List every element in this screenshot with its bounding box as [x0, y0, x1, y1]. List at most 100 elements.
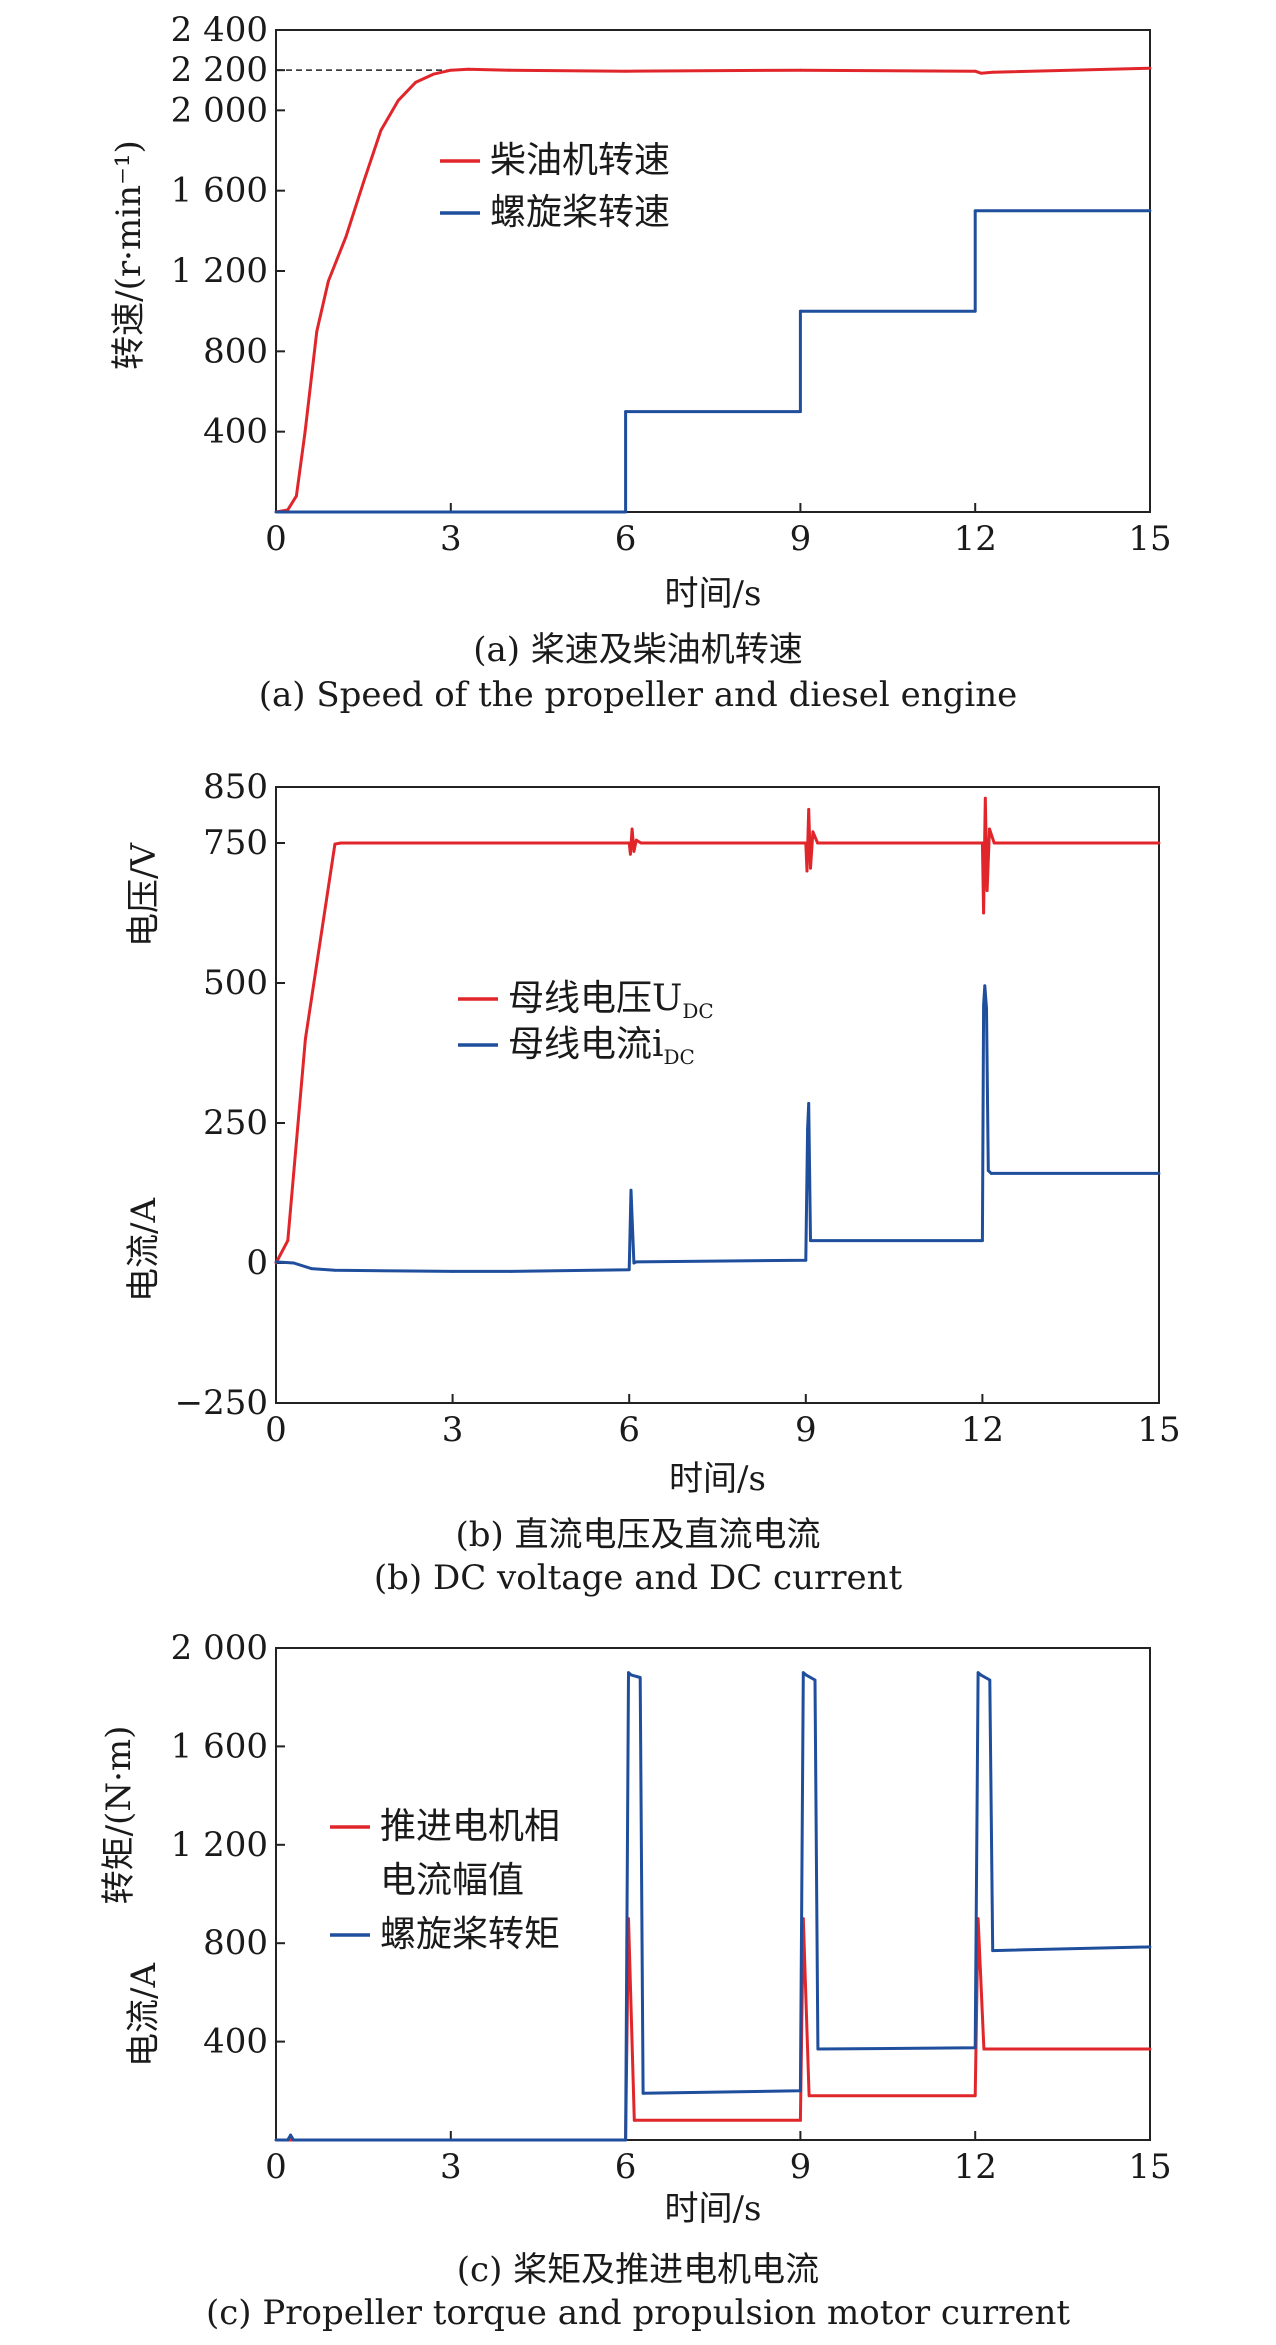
- panel-b-series-red-point: [804, 841, 808, 845]
- panel-b-series-blue-point: [634, 1260, 638, 1264]
- panel-c-series-blue-point: [292, 2138, 295, 2142]
- panel-c-xtick-label: 3: [440, 2147, 462, 2187]
- panel-b-series-red-point: [805, 869, 809, 873]
- panel-b-series-red-point: [988, 827, 991, 831]
- panel-b-xlabel: 时间/s: [669, 1459, 766, 1499]
- panel-c-series-red-point: [632, 2118, 636, 2122]
- caption-a-cn: (a) 桨速及柴油机转速: [473, 630, 803, 670]
- panel-c-ytick-label: 2 000: [171, 1628, 268, 1668]
- panel-b-legend-label: 母线电压UDC: [508, 978, 714, 1023]
- panel-b-series-blue-point: [981, 1239, 984, 1242]
- panel-a-series-red-point: [991, 70, 995, 74]
- panel-a-series-blue-point: [973, 309, 977, 313]
- panel-b-ytick-label: 500: [203, 963, 268, 1003]
- panel-b-series-blue-point: [804, 1258, 808, 1262]
- caption-c-cn: (c) 桨矩及推进电机电流: [456, 2250, 820, 2290]
- panel-b-series-red-point: [304, 1037, 307, 1041]
- panel-b-series-blue-point: [510, 1270, 513, 1273]
- panel-c-ylabel-bottom: 电流/A: [124, 1963, 164, 2067]
- panel-a-series-blue-line: [276, 209, 1150, 514]
- panel-a-series-blue-point: [274, 510, 278, 514]
- panel-b-ytick-label: 0: [246, 1243, 268, 1283]
- panel-b-series-blue-point: [309, 1267, 313, 1270]
- panel-b-xtick-label: 12: [961, 1410, 1004, 1450]
- panel-a-ytick-label: 400: [203, 412, 268, 452]
- panel-c-series-blue-point: [274, 2138, 278, 2142]
- panel-a-xtick-label: 12: [954, 519, 997, 559]
- panel-b-xtick-label: 9: [795, 1410, 817, 1450]
- panel-c-legend-label: 螺旋桨转矩: [380, 1914, 560, 1955]
- panel-b-series-blue-point: [982, 1004, 985, 1007]
- panel-b-series-blue-point: [983, 984, 987, 988]
- panel-b-series-red-point: [634, 838, 638, 842]
- panel-a-xtick-label: 6: [615, 519, 637, 559]
- panel-c-legend-label: 电流幅值: [380, 1860, 524, 1901]
- panel-c-series-blue-line: [276, 1671, 1151, 2142]
- panel-c-xtick-label: 0: [265, 2147, 287, 2187]
- panel-b-ytick-label: −250: [175, 1383, 268, 1423]
- panel-c-ytick-label: 1 600: [171, 1726, 268, 1766]
- panel-b-series-red-point: [816, 841, 819, 845]
- panel-a-ytick-label: 1 600: [171, 171, 268, 211]
- panel-a-ytick-label: 2 200: [171, 50, 268, 90]
- panel-c-series-red-point: [973, 2094, 977, 2098]
- panel-a-legend-label: 柴油机转速: [490, 140, 670, 181]
- panel-a-series-red-point: [973, 69, 977, 73]
- panel-b-series-red-point: [807, 808, 811, 811]
- panel-a-series-blue-point: [973, 209, 977, 213]
- panel-b-series-red-point: [809, 866, 812, 870]
- panel-c-series-blue-point: [799, 2089, 802, 2093]
- panel-b-series-blue-point: [807, 1102, 811, 1105]
- panel-a-series-red-point: [466, 67, 470, 71]
- panel-b-ytick-label: 750: [203, 823, 268, 863]
- panel-c-xtick-label: 15: [1128, 2147, 1171, 2187]
- panel-b-series-red-point: [639, 841, 643, 845]
- panel-c-series-blue-point: [976, 1671, 980, 1674]
- panel-b-series-blue-point: [986, 1169, 990, 1172]
- panel-a-series-red-point: [414, 80, 418, 84]
- panel-c-xtick-label: 12: [954, 2147, 997, 2187]
- panel-c-series-red-point: [799, 2118, 802, 2122]
- panel-b-series-red-point: [628, 852, 632, 856]
- panel-a-series-red-line: [275, 66, 1151, 514]
- panel-c-xlabel: 时间/s: [665, 2189, 762, 2229]
- panel-c-series-blue-point: [988, 1678, 992, 1682]
- panel-b-series-blue-point: [627, 1268, 631, 1272]
- panel-b-ylabel-top: 电压/V: [124, 842, 164, 947]
- panel-c-ytick-label: 800: [203, 1923, 268, 1963]
- panel-b-series-red-point: [339, 841, 343, 845]
- panel-c-series-blue-point: [289, 2133, 292, 2137]
- panel-b-ytick-label: 250: [203, 1103, 268, 1143]
- panel-b-series-blue-point: [1157, 1172, 1161, 1175]
- panel-b-series-blue-point: [292, 1261, 296, 1265]
- panel-b-series-red-point: [811, 830, 815, 834]
- panel-b-series-blue-point: [629, 1188, 633, 1192]
- panel-b-series-blue-point: [274, 1260, 278, 1264]
- panel-b-series-red-point: [632, 850, 636, 853]
- caption-b-en: (b) DC voltage and DC current: [373, 1558, 903, 1598]
- panel-b-series-red-point: [333, 842, 337, 846]
- panel-a-series-red-point: [507, 68, 511, 72]
- panel-a-series-red-point: [431, 72, 435, 76]
- panel-b-series-red-point: [985, 889, 989, 892]
- panel-b-series-red-point: [1157, 841, 1161, 845]
- panel-c-series-blue-point: [286, 2138, 290, 2142]
- panel-b-series-blue-point: [989, 1172, 993, 1175]
- panel-c-series-blue-point: [816, 2047, 820, 2051]
- panel-b-series-blue-point: [810, 1239, 814, 1242]
- panel-a-xtick-label: 3: [440, 519, 462, 559]
- panel-c-series-blue-point: [627, 1671, 630, 1674]
- panel-a-series-red-point: [979, 71, 983, 75]
- panel-b-xtick-label: 3: [442, 1410, 464, 1450]
- panel-b-ylabel-bottom: 电流/A: [124, 1198, 164, 1302]
- panel-c-xtick-label: 9: [790, 2147, 812, 2187]
- panel-b-series-red-point: [982, 911, 985, 915]
- panel-a-series-blue-point: [624, 510, 627, 514]
- panel-c-series-red-point: [982, 2047, 986, 2051]
- panel-c-ytick-label: 400: [203, 2022, 268, 2062]
- panel-b-series-red-point: [981, 841, 984, 845]
- panel-a-frame: [275, 29, 1151, 513]
- panel-a-ylabel: 转速/(r·min⁻¹): [109, 140, 149, 370]
- panel-c-legend-label: 推进电机相: [380, 1806, 560, 1847]
- panel-a-series-red-point: [799, 68, 802, 72]
